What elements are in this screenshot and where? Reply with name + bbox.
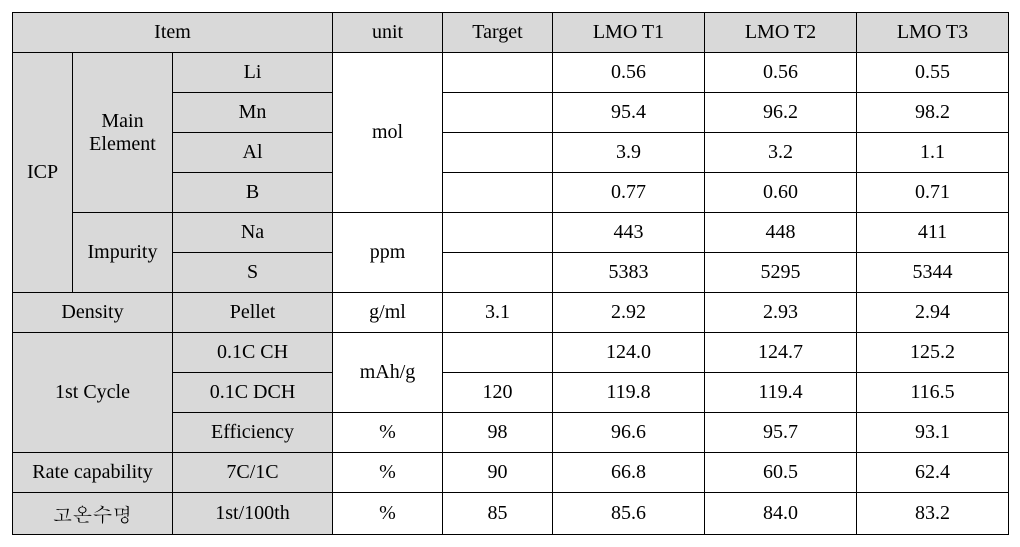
- data-table: Item unit Target LMO T1 LMO T2 LMO T3 IC…: [12, 12, 1009, 535]
- rate-t2: 60.5: [705, 453, 857, 493]
- density-label: Density: [13, 293, 173, 333]
- pellet-label: Pellet: [173, 293, 333, 333]
- mn-t2: 96.2: [705, 93, 857, 133]
- mn-target: [443, 93, 553, 133]
- unit-mahg: mAh/g: [333, 333, 443, 413]
- li-t3: 0.55: [857, 53, 1009, 93]
- pellet-t2: 2.93: [705, 293, 857, 333]
- b-target: [443, 173, 553, 213]
- na-target: [443, 213, 553, 253]
- s-label: S: [173, 253, 333, 293]
- li-t2: 0.56: [705, 53, 857, 93]
- al-label: Al: [173, 133, 333, 173]
- unit-mol: mol: [333, 53, 443, 213]
- na-t3: 411: [857, 213, 1009, 253]
- rate-label: 7C/1C: [173, 453, 333, 493]
- al-target: [443, 133, 553, 173]
- rate-capability-label: Rate capability: [13, 453, 173, 493]
- header-lmo-t1: LMO T1: [553, 13, 705, 53]
- eff-t3: 93.1: [857, 413, 1009, 453]
- icp-label: ICP: [13, 53, 73, 293]
- unit-ppm: ppm: [333, 213, 443, 293]
- rate-t3: 62.4: [857, 453, 1009, 493]
- eff-unit: %: [333, 413, 443, 453]
- pellet-unit: g/ml: [333, 293, 443, 333]
- ch-t3: 125.2: [857, 333, 1009, 373]
- dch-target: 120: [443, 373, 553, 413]
- b-t1: 0.77: [553, 173, 705, 213]
- mn-label: Mn: [173, 93, 333, 133]
- ch-t2: 124.7: [705, 333, 857, 373]
- pellet-t3: 2.94: [857, 293, 1009, 333]
- table-row: 1st Cycle 0.1C CH mAh/g 124.0 124.7 125.…: [13, 333, 1009, 373]
- s-t1: 5383: [553, 253, 705, 293]
- rate-unit: %: [333, 453, 443, 493]
- s-t2: 5295: [705, 253, 857, 293]
- pellet-target: 3.1: [443, 293, 553, 333]
- header-item: Item: [13, 13, 333, 53]
- b-t2: 0.60: [705, 173, 857, 213]
- al-t3: 1.1: [857, 133, 1009, 173]
- na-label: Na: [173, 213, 333, 253]
- table-row: Density Pellet g/ml 3.1 2.92 2.93 2.94: [13, 293, 1009, 333]
- dch-label: 0.1C DCH: [173, 373, 333, 413]
- mn-t3: 98.2: [857, 93, 1009, 133]
- main-element-label: MainElement: [73, 53, 173, 213]
- header-lmo-t2: LMO T2: [705, 13, 857, 53]
- table-row: ICP MainElement Li mol 0.56 0.56 0.55: [13, 53, 1009, 93]
- na-t2: 448: [705, 213, 857, 253]
- b-t3: 0.71: [857, 173, 1009, 213]
- dch-t2: 119.4: [705, 373, 857, 413]
- table-header-row: Item unit Target LMO T1 LMO T2 LMO T3: [13, 13, 1009, 53]
- high-temp-label: 고온수명: [13, 493, 173, 535]
- ht-t2: 84.0: [705, 493, 857, 535]
- dch-t1: 119.8: [553, 373, 705, 413]
- table-row: Rate capability 7C/1C % 90 66.8 60.5 62.…: [13, 453, 1009, 493]
- mn-t1: 95.4: [553, 93, 705, 133]
- header-lmo-t3: LMO T3: [857, 13, 1009, 53]
- impurity-label: Impurity: [73, 213, 173, 293]
- s-t3: 5344: [857, 253, 1009, 293]
- ch-target: [443, 333, 553, 373]
- ht-t3: 83.2: [857, 493, 1009, 535]
- li-t1: 0.56: [553, 53, 705, 93]
- eff-label: Efficiency: [173, 413, 333, 453]
- eff-t2: 95.7: [705, 413, 857, 453]
- table-row: 고온수명 1st/100th % 85 85.6 84.0 83.2: [13, 493, 1009, 535]
- dch-t3: 116.5: [857, 373, 1009, 413]
- al-t1: 3.9: [553, 133, 705, 173]
- rate-t1: 66.8: [553, 453, 705, 493]
- pellet-t1: 2.92: [553, 293, 705, 333]
- header-unit: unit: [333, 13, 443, 53]
- eff-t1: 96.6: [553, 413, 705, 453]
- eff-target: 98: [443, 413, 553, 453]
- b-label: B: [173, 173, 333, 213]
- ch-t1: 124.0: [553, 333, 705, 373]
- ht-label: 1st/100th: [173, 493, 333, 535]
- ht-target: 85: [443, 493, 553, 535]
- s-target: [443, 253, 553, 293]
- al-t2: 3.2: [705, 133, 857, 173]
- ch-label: 0.1C CH: [173, 333, 333, 373]
- first-cycle-label: 1st Cycle: [13, 333, 173, 453]
- rate-target: 90: [443, 453, 553, 493]
- table-row: Impurity Na ppm 443 448 411: [13, 213, 1009, 253]
- na-t1: 443: [553, 213, 705, 253]
- header-target: Target: [443, 13, 553, 53]
- li-label: Li: [173, 53, 333, 93]
- li-target: [443, 53, 553, 93]
- ht-t1: 85.6: [553, 493, 705, 535]
- ht-unit: %: [333, 493, 443, 535]
